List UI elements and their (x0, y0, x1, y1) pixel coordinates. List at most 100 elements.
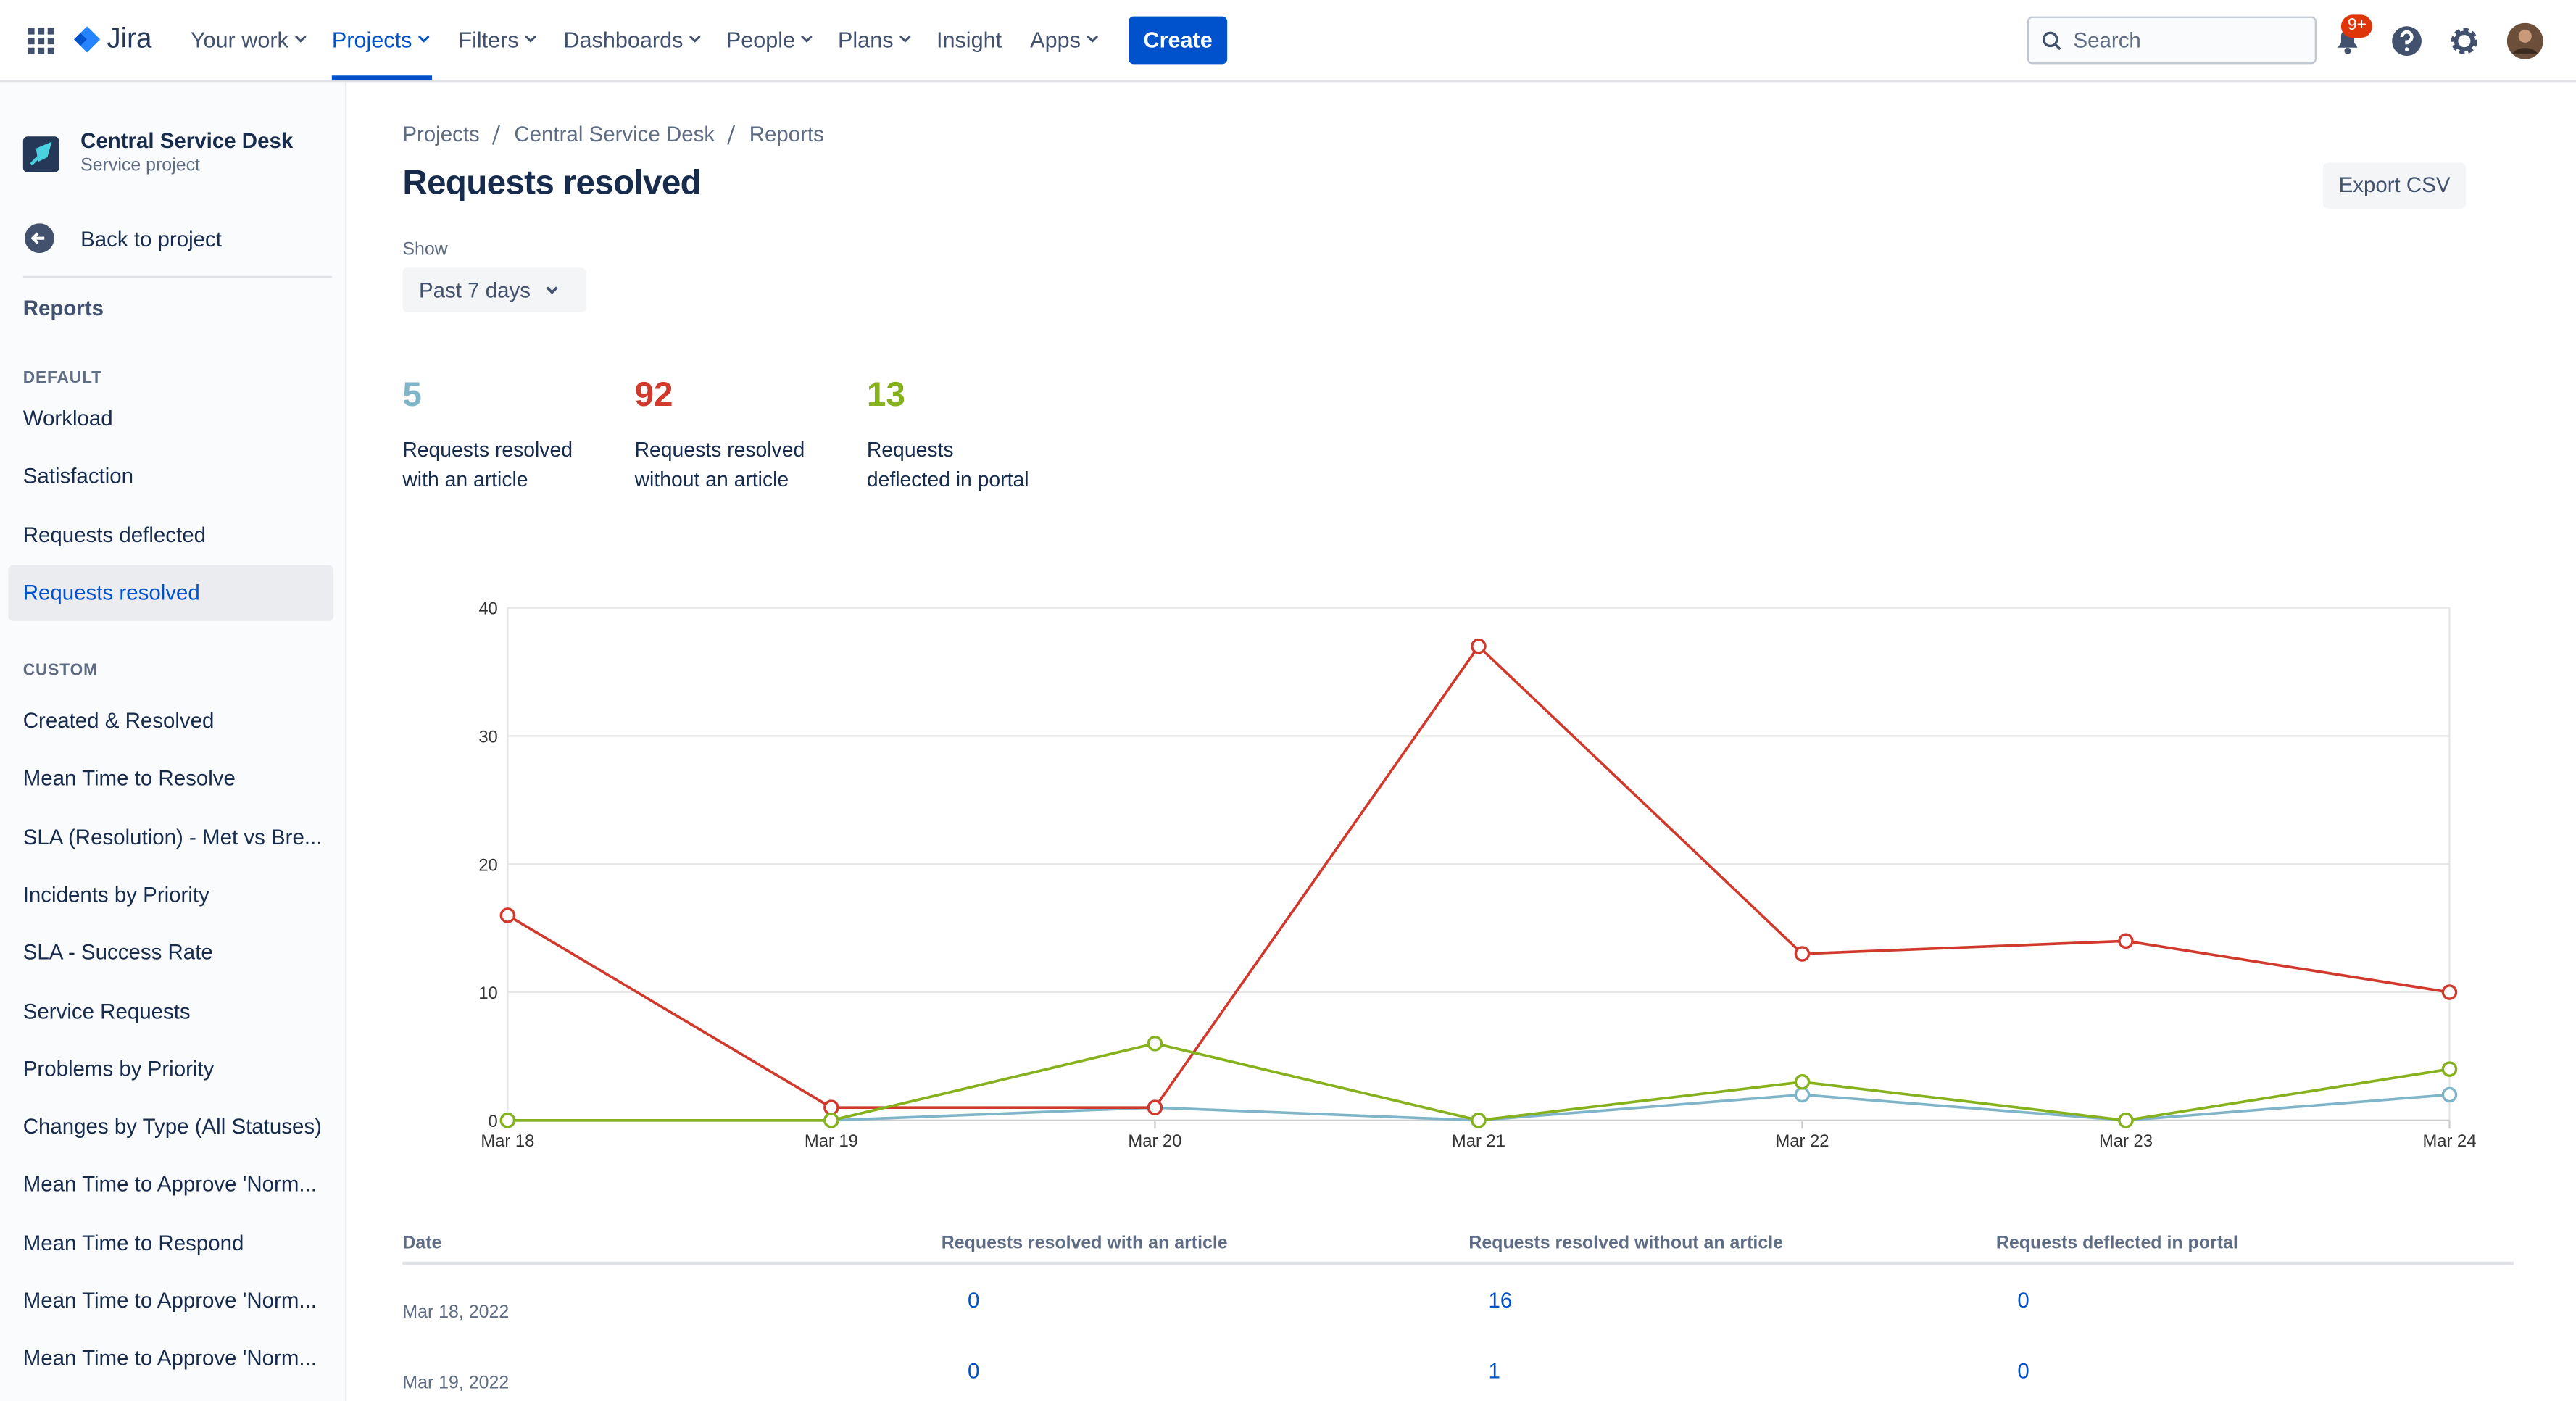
column-header: Date (402, 1234, 442, 1254)
period-value: Past 7 days (418, 278, 531, 303)
nav-item[interactable]: Dashboards (563, 28, 684, 53)
search-icon (2042, 31, 2061, 51)
breadcrumb[interactable]: Reports (749, 121, 824, 146)
series-line (507, 1042, 2450, 1122)
sidebar-item[interactable]: Service Requests (22, 997, 191, 1023)
reports-heading: Reports (22, 295, 104, 320)
separator-line (727, 124, 736, 145)
sidebar-item[interactable]: Requests deflected (22, 521, 206, 546)
section-label: CUSTOM (22, 662, 99, 681)
section-label: DEFAULT (22, 369, 102, 388)
sidebar-item[interactable]: Satisfaction (22, 463, 134, 489)
data-point (2118, 933, 2134, 949)
date-cell: Mar 19, 2022 (402, 1373, 510, 1394)
notification-badge: 9+ (2340, 14, 2373, 38)
data-point (2118, 1113, 2134, 1128)
create-button[interactable]: Create (1129, 16, 1228, 65)
chevron (1086, 35, 1098, 43)
export-button[interactable]: Export CSV (2322, 162, 2467, 209)
breadcrumb[interactable]: Central Service Desk (514, 121, 715, 146)
count-link[interactable]: 1 (1488, 1358, 1500, 1384)
page-title: Requests resolved (402, 164, 702, 202)
separator (727, 124, 736, 145)
jira-logo[interactable] (72, 25, 102, 54)
x-tick-label: Mar 18 (481, 1131, 534, 1151)
product-name[interactable]: Jira (107, 22, 152, 54)
sidebar-item[interactable]: Workload (22, 405, 113, 431)
sidebar-item[interactable]: Created & Resolved (22, 707, 215, 733)
sidebar-item[interactable]: Mean Time to Approve 'Norm... (22, 1288, 317, 1313)
data-point (2441, 984, 2458, 1000)
help-icon[interactable] (2390, 25, 2423, 57)
count-link[interactable]: 0 (2017, 1288, 2029, 1313)
breadcrumb[interactable]: Projects (402, 121, 480, 146)
app-switcher[interactable] (28, 28, 54, 54)
stat-label: Requests deflected in portal (866, 438, 1029, 491)
nav-item[interactable]: Insight (936, 28, 1002, 53)
chevron (294, 35, 306, 43)
sidebar: Central Service Desk Service project Bac… (0, 82, 347, 1401)
data-point (1794, 1074, 1811, 1090)
y-tick-label: 0 (489, 1112, 498, 1131)
y-tick-label: 10 (478, 984, 497, 1003)
sidebar-item[interactable]: Mean Time to Approve 'Norm... (22, 1346, 317, 1371)
avatar[interactable] (2506, 22, 2543, 59)
x-tick-label: Mar 24 (2422, 1131, 2476, 1151)
nav-item[interactable]: Filters (458, 28, 519, 53)
data-point (2441, 1086, 2458, 1103)
column-header: Requests deflected in portal (1995, 1234, 2238, 1254)
chevron-path (417, 35, 430, 43)
sidebar-item[interactable]: Changes by Type (All Statuses) (22, 1113, 322, 1139)
show-label: Show (402, 239, 448, 260)
settings-icon[interactable] (2448, 25, 2480, 57)
stat-value: 92 (634, 376, 673, 415)
back-icon[interactable] (24, 223, 54, 254)
back-link[interactable]: Back to project (80, 226, 222, 251)
series-line (507, 644, 2450, 1109)
count-link[interactable]: 0 (968, 1358, 980, 1384)
sidebar-item[interactable]: Requests resolved (22, 579, 200, 604)
nav-item[interactable]: Plans (837, 28, 894, 53)
y-tick-label: 30 (478, 728, 497, 747)
nav-item[interactable]: People (726, 28, 796, 53)
nav-item[interactable]: Your work (190, 28, 288, 53)
y-tick-label: 40 (478, 599, 497, 619)
chevron (899, 35, 911, 43)
nav-item[interactable]: Apps (1030, 28, 1081, 53)
sidebar-item[interactable]: SLA (Resolution) - Met vs Bre... (22, 823, 323, 849)
active-item-bg (8, 565, 334, 621)
separator (491, 124, 501, 145)
nav-item[interactable]: Projects (331, 28, 412, 53)
sidebar-item[interactable]: Mean Time to Respond (22, 1229, 244, 1255)
x-tick-label: Mar 22 (1775, 1131, 1829, 1151)
y-tick-label: 20 (478, 855, 497, 875)
search-box[interactable]: Search (2027, 16, 2317, 65)
stat-label: Requests resolved with an article (402, 438, 573, 491)
sidebar-item[interactable]: Problems by Priority (22, 1055, 215, 1081)
project-avatar (22, 136, 59, 172)
count-link[interactable]: 0 (2017, 1358, 2029, 1384)
sidebar-item[interactable]: SLA - Success Rate (22, 939, 213, 965)
count-link[interactable]: 16 (1488, 1288, 1513, 1313)
data-point (823, 1113, 839, 1128)
sidebar-item[interactable]: Mean Time to Resolve (22, 765, 236, 791)
project-type: Service project (80, 156, 200, 176)
x-tick-label: Mar 20 (1128, 1131, 1181, 1151)
data-point (499, 907, 516, 923)
data-point (1147, 1099, 1163, 1115)
chevron-path (294, 35, 306, 43)
data-point (1794, 946, 1811, 962)
data-point (823, 1099, 839, 1115)
stat-value: 13 (866, 376, 905, 415)
chevron (689, 35, 701, 43)
data-point (499, 1113, 516, 1128)
project-name[interactable]: Central Service Desk (80, 128, 294, 153)
sidebar-item[interactable]: Mean Time to Approve 'Norm... (22, 1171, 317, 1197)
chevron (524, 35, 536, 43)
chevron-path (524, 35, 536, 43)
count-link[interactable]: 0 (968, 1288, 980, 1313)
period-select[interactable]: Past 7 days (402, 267, 587, 312)
sidebar-item[interactable]: Incidents by Priority (22, 881, 209, 907)
